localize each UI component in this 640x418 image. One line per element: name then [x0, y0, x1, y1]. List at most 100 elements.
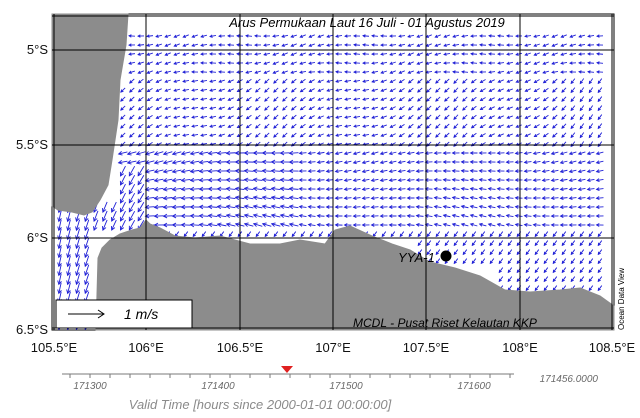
current-vector — [570, 249, 576, 255]
current-vector — [299, 71, 307, 73]
current-vector — [58, 210, 62, 222]
current-vector-head — [453, 89, 457, 93]
current-vector — [362, 151, 370, 155]
current-vector-head — [516, 287, 520, 292]
current-vector — [525, 240, 531, 246]
current-vector-head — [586, 160, 591, 165]
current-vector-head — [417, 242, 421, 247]
time-marker[interactable] — [281, 366, 293, 373]
current-vector-head — [588, 89, 592, 94]
current-vector — [147, 106, 153, 110]
current-vector-head — [588, 242, 592, 247]
current-vector — [362, 160, 370, 164]
current-vector — [597, 87, 603, 93]
current-vector — [344, 125, 352, 127]
current-vector — [524, 170, 532, 172]
current-vector — [480, 124, 486, 128]
current-vector — [309, 106, 315, 110]
current-vector-head — [426, 233, 430, 238]
current-vector — [138, 114, 144, 120]
current-vector — [543, 240, 549, 246]
current-vector-head — [164, 70, 168, 74]
current-vector-head — [370, 214, 375, 218]
current-vector — [426, 240, 432, 246]
time-slider[interactable]: 171300 171400 171500 171600 171456.0000 … — [0, 360, 640, 418]
current-vector-head — [299, 43, 303, 47]
current-vector-head — [398, 143, 403, 147]
current-vector-head — [227, 34, 231, 38]
current-vector — [255, 87, 261, 93]
current-vector-head — [353, 124, 357, 128]
current-vector-head — [479, 70, 483, 74]
current-vector — [273, 105, 279, 111]
current-vector-head — [234, 213, 240, 218]
current-vector — [326, 97, 334, 101]
current-vector-head — [273, 98, 277, 102]
current-vector — [326, 44, 334, 46]
current-vector-head — [380, 34, 384, 38]
current-vector-head — [397, 196, 402, 200]
current-vector-head — [200, 34, 204, 38]
current-vector — [443, 223, 451, 227]
current-vector — [587, 151, 595, 155]
current-vector-head — [180, 151, 186, 156]
current-vector — [335, 142, 343, 146]
current-vector-head — [588, 287, 592, 292]
current-vector — [507, 133, 513, 137]
current-vector — [596, 179, 604, 181]
current-vector — [534, 133, 540, 137]
current-vector — [181, 160, 191, 164]
current-vector-head — [416, 61, 420, 65]
current-vector-head — [561, 269, 565, 274]
current-vector — [489, 79, 495, 83]
current-vector — [399, 70, 405, 74]
current-vector-head — [568, 169, 573, 174]
current-vector-head — [155, 97, 160, 101]
current-vector — [570, 141, 576, 147]
current-vector-head — [398, 107, 403, 111]
current-vector — [416, 161, 424, 163]
current-vector — [408, 132, 414, 138]
current-vector — [471, 132, 477, 138]
current-vector — [525, 249, 531, 255]
current-vector-head — [362, 61, 366, 65]
current-vector — [534, 258, 540, 264]
current-vector — [156, 106, 162, 110]
current-vector — [271, 170, 281, 172]
current-vector — [507, 115, 513, 119]
current-vector-head — [497, 79, 501, 83]
current-vector-head — [218, 97, 222, 101]
current-vector-head — [586, 169, 591, 174]
current-vector-head — [516, 242, 520, 247]
current-vector-head — [155, 133, 160, 137]
current-vector-head — [255, 233, 259, 238]
current-vector — [326, 179, 334, 181]
current-vector-head — [57, 271, 62, 277]
current-vector-head — [326, 88, 330, 92]
current-vector — [534, 70, 540, 74]
current-vector-head — [252, 186, 258, 192]
current-vector-head — [560, 61, 564, 65]
current-vector-head — [515, 52, 519, 56]
current-vector-head — [255, 143, 259, 147]
current-vector — [84, 237, 90, 249]
current-vector — [290, 70, 298, 74]
current-vector-head — [407, 89, 412, 93]
current-vector-head — [255, 107, 259, 111]
current-vector — [209, 79, 217, 83]
current-vector — [93, 219, 99, 231]
current-vector-head — [75, 271, 80, 277]
current-vector — [380, 178, 388, 182]
current-vector-head — [506, 88, 510, 92]
current-vector — [244, 196, 254, 200]
current-vector — [181, 151, 191, 155]
current-vector — [425, 152, 433, 154]
current-vector-head — [207, 150, 213, 156]
current-vector-head — [523, 222, 528, 227]
current-vector-head — [298, 204, 303, 209]
current-vector-head — [272, 43, 276, 47]
current-vector-head — [388, 214, 393, 218]
current-vector — [534, 249, 540, 255]
current-vector-head — [191, 124, 195, 128]
current-vector — [471, 240, 477, 246]
